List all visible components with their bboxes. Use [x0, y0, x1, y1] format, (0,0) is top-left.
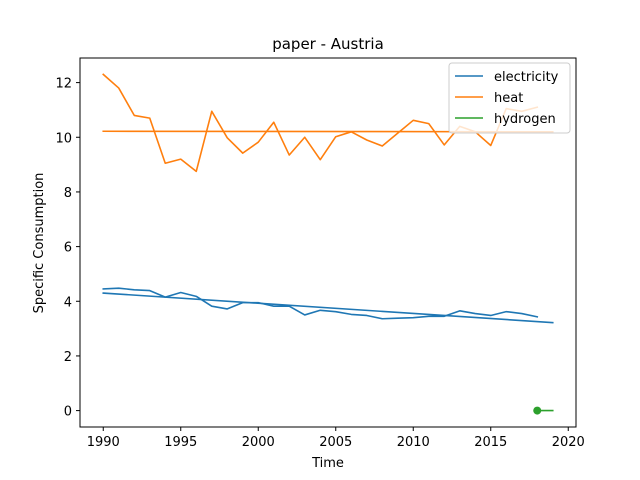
x-axis-ticks: 1990 1995 2000 2005 2010 2015 2020 — [87, 427, 585, 450]
legend-box — [448, 62, 571, 134]
y-tick-label: 12 — [55, 77, 72, 92]
x-tick-label: 1995 — [164, 435, 197, 450]
x-tick-label: 2015 — [474, 435, 507, 450]
y-tick-label: 8 — [64, 186, 72, 201]
x-tick-label: 2005 — [319, 435, 352, 450]
x-tick-label: 2020 — [552, 435, 585, 450]
y-tick-label: 4 — [64, 295, 72, 310]
y-tick-label: 0 — [64, 405, 72, 420]
y-tick-label: 6 — [64, 241, 72, 256]
series-line-electricity — [102, 287, 539, 320]
y-axis-label: Specific Consumption — [32, 173, 47, 314]
legend-label-hydrogen: hydrogen — [494, 112, 556, 127]
x-tick-label: 1990 — [87, 435, 120, 450]
legend: electricity heat hydrogen — [448, 62, 571, 134]
y-axis-ticks: 0 2 4 6 8 10 12 — [55, 77, 80, 420]
y-tick-label: 2 — [64, 350, 72, 365]
series-marker-hydrogen — [533, 406, 542, 415]
series-line-electricity-trend — [102, 292, 554, 324]
x-axis-label: Time — [311, 456, 344, 471]
axes-frame — [79, 57, 577, 428]
x-tick-label: 2000 — [242, 435, 275, 450]
y-tick-label: 10 — [55, 131, 72, 146]
chart-title: paper - Austria — [272, 35, 384, 53]
x-tick-label: 2010 — [397, 435, 430, 450]
legend-label-electricity: electricity — [494, 70, 559, 85]
legend-label-heat: heat — [494, 91, 523, 106]
